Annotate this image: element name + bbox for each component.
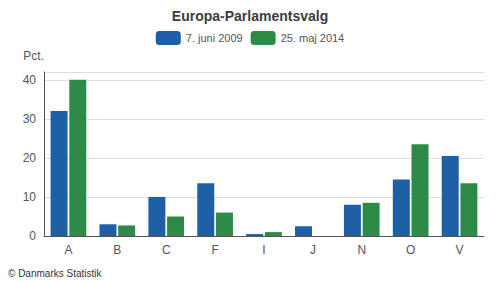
svg-text:25. maj 2014: 25. maj 2014 (281, 32, 345, 44)
svg-text:V: V (456, 243, 464, 257)
svg-text:30: 30 (23, 112, 37, 126)
svg-text:Pct.: Pct. (23, 49, 44, 63)
svg-text:J: J (310, 243, 316, 257)
svg-text:10: 10 (23, 190, 37, 204)
svg-text:A: A (64, 243, 72, 257)
svg-text:© Danmarks Statistik: © Danmarks Statistik (8, 268, 103, 279)
svg-text:B: B (113, 243, 121, 257)
svg-text:I: I (262, 243, 265, 257)
svg-text:40: 40 (23, 73, 37, 87)
svg-text:F: F (211, 243, 218, 257)
svg-text:0: 0 (29, 229, 36, 243)
svg-text:N: N (357, 243, 366, 257)
svg-text:20: 20 (23, 151, 37, 165)
svg-text:Europa-Parlamentsvalg: Europa-Parlamentsvalg (172, 8, 328, 24)
svg-text:C: C (162, 243, 171, 257)
svg-text:7. juni 2009: 7. juni 2009 (186, 32, 243, 44)
svg-text:O: O (406, 243, 415, 257)
